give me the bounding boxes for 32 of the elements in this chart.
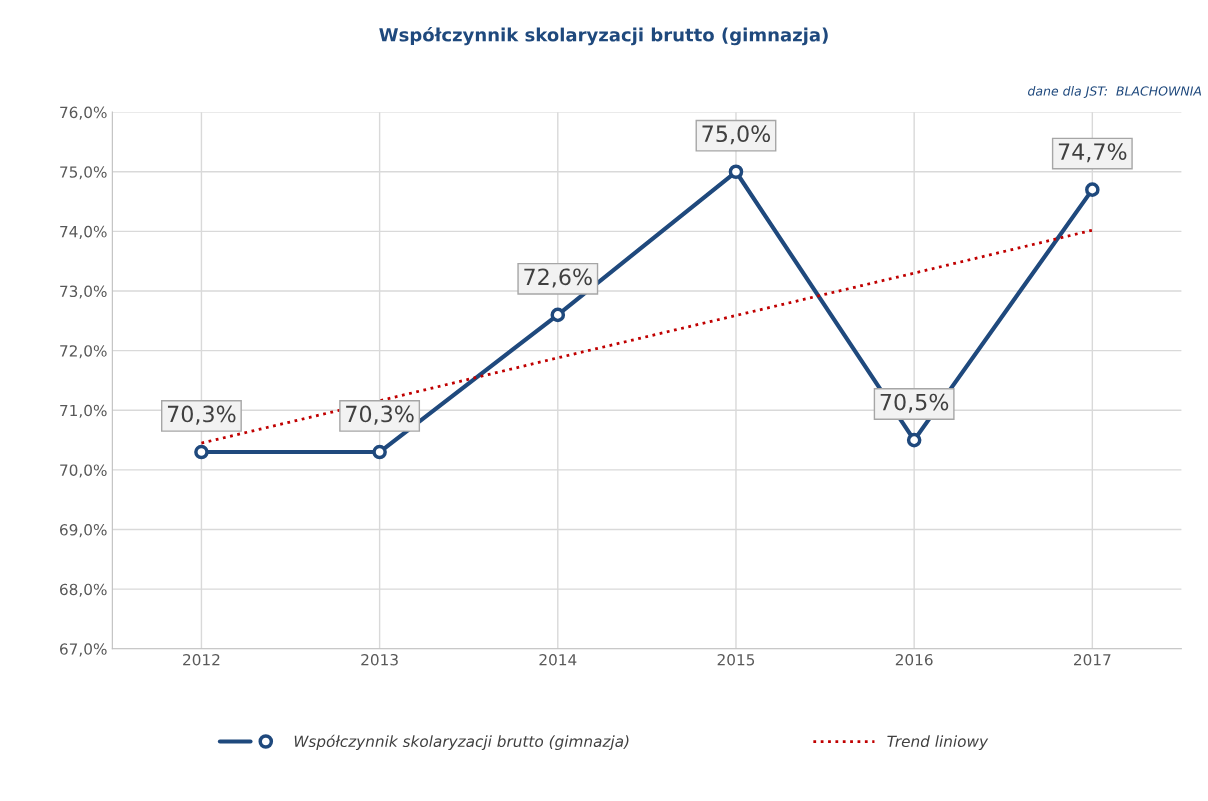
x-tick-label: 2014 bbox=[539, 653, 577, 666]
data-label: 74,7% bbox=[1058, 143, 1127, 163]
point bbox=[728, 164, 744, 180]
point bbox=[372, 444, 387, 460]
y-tick-label: 73,0% bbox=[60, 285, 107, 299]
point bbox=[550, 307, 566, 323]
legend-label: Trend liniowy bbox=[887, 735, 989, 751]
data-label: 70,3% bbox=[167, 405, 236, 425]
y-tick-label: 68,0% bbox=[60, 583, 107, 597]
data-label: 70,5% bbox=[880, 393, 949, 413]
text: dane dla JST: BLACHOWNIA bbox=[1028, 86, 1202, 99]
y-tick-label: 70,0% bbox=[60, 464, 107, 478]
y-tick-label: 72,0% bbox=[60, 345, 107, 359]
chart-title: Współczynnik skolaryzacji brutto (gimnazja) bbox=[379, 26, 828, 46]
legend-label: Współczynnik skolaryzacji brutto (gimnazja) bbox=[294, 734, 629, 751]
y-tick-label: 75,0% bbox=[60, 166, 107, 180]
x-tick-label: 2016 bbox=[895, 653, 933, 666]
point bbox=[906, 432, 922, 448]
y-tick-label: 67,0% bbox=[60, 643, 107, 657]
x-tick-label: 2012 bbox=[183, 653, 220, 666]
data-label: 72,6% bbox=[524, 268, 592, 288]
x-tick-label: 2015 bbox=[717, 653, 755, 666]
y-tick-label: 69,0% bbox=[60, 524, 107, 538]
y-tick-label: 76,0% bbox=[60, 106, 107, 120]
y-tick-label: 74,0% bbox=[60, 225, 107, 239]
x-tick-label: 2013 bbox=[361, 653, 398, 666]
data-label: 75,0% bbox=[702, 125, 771, 145]
y-tick-label: 71,0% bbox=[60, 404, 107, 418]
point bbox=[1085, 182, 1100, 197]
point bbox=[194, 444, 209, 460]
x-tick-label: 2017 bbox=[1074, 653, 1111, 666]
data-label: 70,3% bbox=[346, 405, 414, 425]
